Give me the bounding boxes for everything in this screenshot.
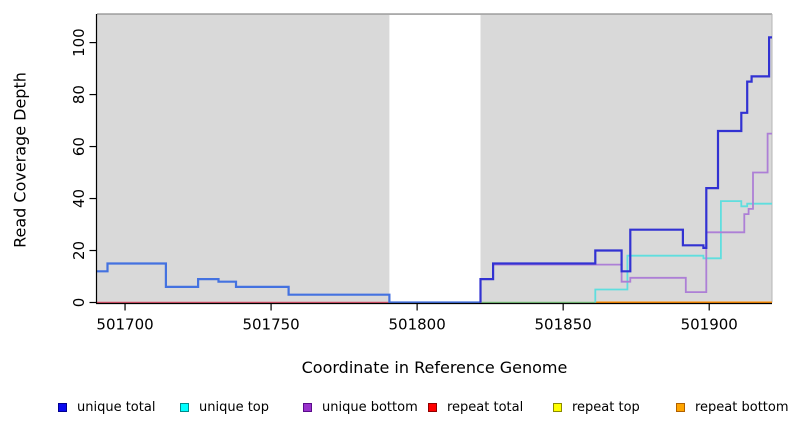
x-tick-label: 501700 [96, 316, 153, 334]
y-tick-label: 60 [70, 137, 88, 156]
y-axis-label: Read Coverage Depth [10, 72, 30, 248]
legend-swatch-unique-total [58, 403, 67, 412]
series-unique-top [594, 200, 772, 303]
legend-item-repeat-total: repeat total [428, 400, 523, 415]
legend: unique total unique top unique bottom re… [0, 400, 792, 422]
x-tick-label: 501750 [242, 316, 299, 334]
x-tick-label: 501800 [388, 316, 445, 334]
legend-label: repeat top [572, 400, 640, 415]
legend-label: unique top [199, 400, 270, 415]
legend-item-unique-total: unique total [58, 400, 155, 415]
series-unique-total-left [97, 262, 481, 304]
legend-item-unique-top: unique top [180, 400, 269, 415]
series-unique-total [479, 36, 772, 303]
y-tick-label: 40 [70, 189, 88, 208]
y-tick-label: 100 [70, 28, 88, 57]
legend-item-repeat-top: repeat top [553, 400, 640, 415]
legend-label: unique total [77, 400, 156, 415]
legend-label: unique bottom [322, 400, 418, 415]
y-tick-label: 20 [70, 241, 88, 260]
legend-swatch-repeat-bottom [676, 403, 685, 412]
legend-item-repeat-bottom: repeat bottom [676, 400, 789, 415]
x-tick-label: 501900 [681, 316, 738, 334]
legend-label: repeat total [447, 400, 524, 415]
legend-item-unique-bottom: unique bottom [303, 400, 418, 415]
legend-label: repeat bottom [695, 400, 789, 415]
legend-swatch-repeat-total [428, 403, 437, 412]
x-axis-label: Coordinate in Reference Genome [301, 358, 568, 377]
legend-swatch-unique-bottom [303, 403, 312, 412]
y-tick-label: 80 [70, 85, 88, 104]
y-tick-label: 0 [70, 298, 88, 308]
x-tick-label: 501850 [535, 316, 592, 334]
legend-swatch-repeat-top [553, 403, 562, 412]
legend-swatch-unique-top [180, 403, 189, 412]
coverage-chart: 501700 501750 501800 501850 501900 0 20 40 60 80 1… [70, 13, 773, 334]
